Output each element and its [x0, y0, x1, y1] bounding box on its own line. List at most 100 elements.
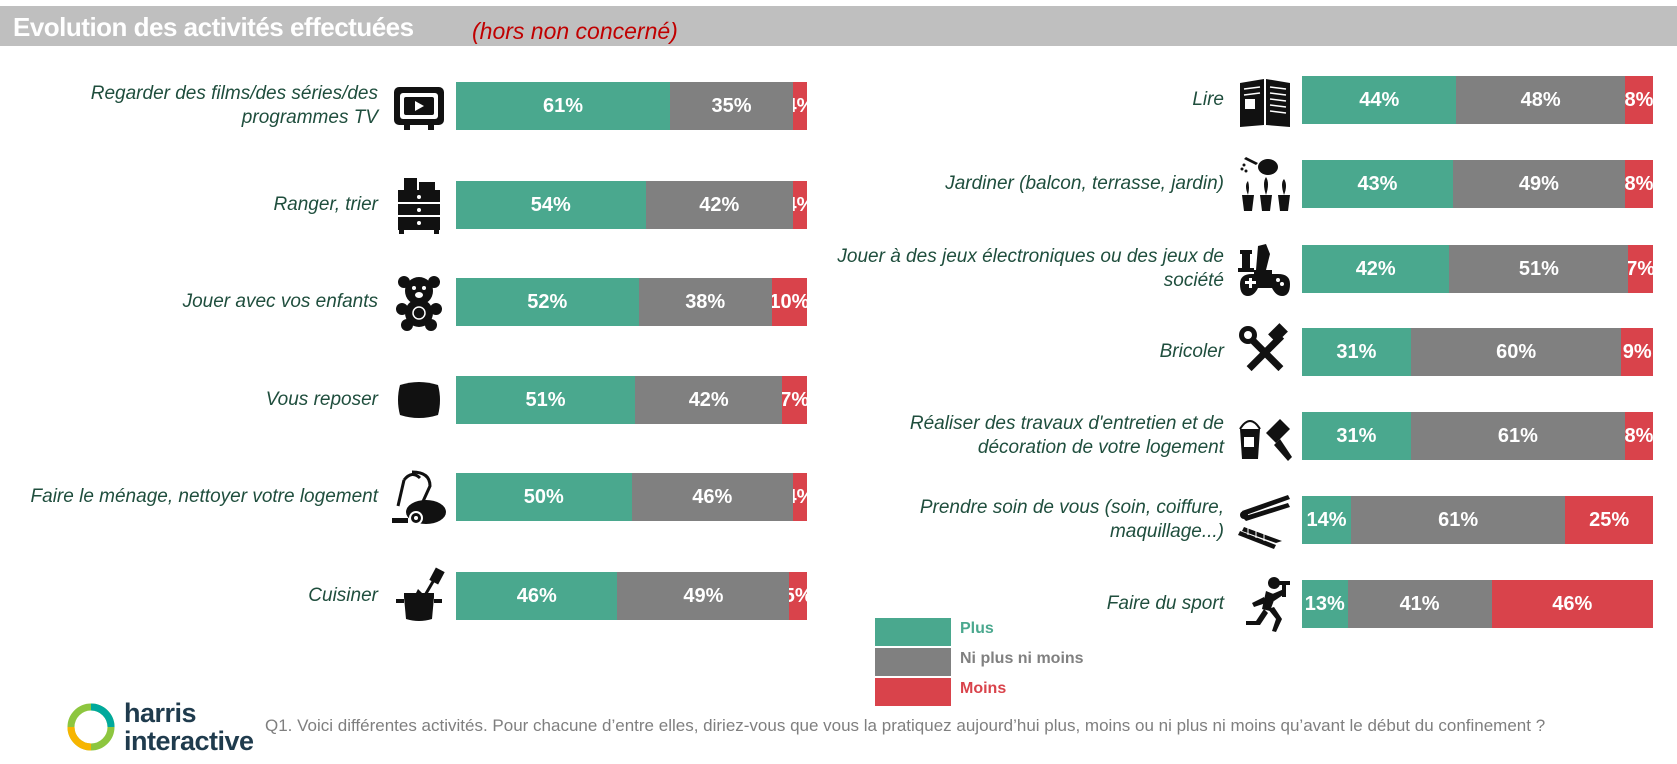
teddy-bear-icon	[396, 276, 442, 331]
data-label: 52%	[527, 290, 568, 313]
stacked-bar: 31% 61% 8%	[1302, 412, 1653, 460]
bar-segment-neutre: 42%	[645, 181, 793, 229]
bar-segment-neutre: 42%	[635, 376, 783, 424]
bar-segment-moins: 5%	[789, 572, 807, 620]
stacked-bar: 61% 35% 4%	[456, 82, 807, 130]
bar-segment-moins: 7%	[1628, 245, 1653, 293]
stacked-bar: 13% 41% 46%	[1302, 580, 1653, 628]
bar-segment-neutre: 61%	[1351, 496, 1566, 544]
category-label: Jouer à des jeux électroniques ou des je…	[837, 246, 1224, 291]
bar-segment-neutre: 41%	[1347, 580, 1492, 628]
data-label: 8%	[1624, 88, 1653, 111]
data-label: 10%	[771, 290, 807, 313]
bar-segment-plus: 31%	[1302, 328, 1411, 376]
stacked-bar: 44% 48% 8%	[1302, 76, 1653, 124]
hair-tools-icon	[1238, 495, 1290, 549]
stacked-bar: 52% 38% 10%	[456, 278, 807, 326]
watering-can-icon	[1240, 157, 1290, 211]
data-label: 5%	[789, 585, 807, 608]
data-label: 51%	[525, 388, 566, 411]
bar-segment-moins: 25%	[1565, 496, 1653, 544]
bar-segment-moins: 9%	[1621, 328, 1653, 376]
drawer-icon	[398, 178, 440, 234]
bar-segment-neutre: 48%	[1456, 76, 1625, 124]
category-label: Ranger, trier	[273, 194, 378, 215]
paint-icon	[1239, 419, 1292, 461]
data-label: 35%	[711, 94, 752, 117]
data-label: 50%	[523, 485, 564, 508]
data-label: 31%	[1336, 340, 1377, 363]
stacked-bar: 51% 42% 7%	[456, 376, 807, 424]
data-label: 51%	[1518, 257, 1559, 280]
data-label: 61%	[1497, 424, 1538, 447]
data-label: 7%	[1628, 257, 1653, 280]
stacked-bar: 46% 49% 5%	[456, 572, 807, 620]
category-label: Cuisiner	[308, 585, 378, 606]
tv-icon	[394, 87, 444, 130]
bar-segment-plus: 13%	[1302, 580, 1348, 628]
category-label: Lire	[1192, 89, 1224, 110]
legend-label-plus: Plus	[960, 620, 994, 637]
logo-text-interactive: interactive	[124, 726, 254, 756]
data-label: 43%	[1357, 172, 1398, 195]
bar-segment-moins: 8%	[1624, 412, 1653, 460]
category-label: Jardiner (balcon, terrasse, jardin)	[945, 173, 1224, 194]
bar-segment-plus: 52%	[456, 278, 639, 326]
stacked-bar: 14% 61% 25%	[1302, 496, 1653, 544]
bar-segment-plus: 46%	[456, 572, 618, 620]
data-label: 44%	[1359, 88, 1400, 111]
harris-logo-ring-icon	[67, 703, 115, 751]
legend-swatch-neutre	[875, 648, 951, 676]
bar-segment-neutre: 51%	[1449, 245, 1629, 293]
bar-segment-plus: 42%	[1302, 245, 1450, 293]
category-label: Faire du sport	[1106, 593, 1224, 614]
runner-icon	[1246, 577, 1290, 632]
bar-segment-plus: 61%	[456, 82, 671, 130]
data-label: 4%	[793, 95, 807, 118]
data-label: 46%	[692, 485, 733, 508]
category-label: Bricoler	[1159, 341, 1224, 362]
chart-title: Evolution des activités effectuées	[13, 12, 414, 42]
bar-segment-moins: 46%	[1491, 580, 1653, 628]
data-label: 61%	[543, 94, 584, 117]
bar-segment-moins: 8%	[1624, 76, 1653, 124]
bar-segment-moins: 7%	[782, 376, 807, 424]
data-label: 61%	[1438, 508, 1479, 531]
cooking-pot-icon	[396, 567, 445, 621]
bar-segment-moins: 8%	[1624, 160, 1653, 208]
data-label: 4%	[793, 194, 807, 217]
data-label: 54%	[530, 193, 571, 216]
book-icon	[1240, 79, 1290, 127]
data-label: 46%	[1552, 592, 1593, 615]
data-label: 42%	[1355, 257, 1396, 280]
data-label: 9%	[1622, 340, 1652, 363]
bar-segment-moins: 10%	[771, 278, 807, 326]
legend-swatch-plus	[875, 618, 951, 646]
gamepad-chess-icon	[1238, 244, 1290, 296]
bar-segment-plus: 44%	[1302, 76, 1457, 124]
data-label: 60%	[1496, 340, 1537, 363]
logo-text-harris: harris	[124, 698, 197, 728]
bar-segment-moins: 4%	[792, 82, 807, 130]
data-label: 31%	[1336, 424, 1377, 447]
legend-label-moins: Moins	[960, 680, 1007, 697]
bar-segment-moins: 4%	[792, 473, 807, 521]
vacuum-icon	[392, 470, 446, 525]
category-label: Prendre soin de vous (soin, coiffure, ma…	[919, 497, 1224, 542]
data-label: 42%	[688, 388, 729, 411]
category-label: Regarder des films/des séries/des progra…	[90, 83, 378, 128]
bar-segment-plus: 31%	[1302, 412, 1411, 460]
stacked-bar: 54% 42% 4%	[456, 181, 807, 229]
bar-segment-neutre: 35%	[670, 82, 793, 130]
data-label: 46%	[516, 584, 557, 607]
survey-question: Q1. Voici différentes activités. Pour ch…	[265, 716, 1546, 735]
data-label: 49%	[1518, 172, 1559, 195]
stacked-bar: 50% 46% 4%	[456, 473, 807, 521]
legend-swatch-moins	[875, 678, 951, 706]
bar-segment-plus: 14%	[1302, 496, 1352, 544]
data-label: 48%	[1520, 88, 1561, 111]
data-label: 42%	[699, 193, 740, 216]
data-label: 38%	[685, 290, 726, 313]
bar-segment-neutre: 60%	[1410, 328, 1622, 376]
bar-segment-plus: 43%	[1302, 160, 1453, 208]
